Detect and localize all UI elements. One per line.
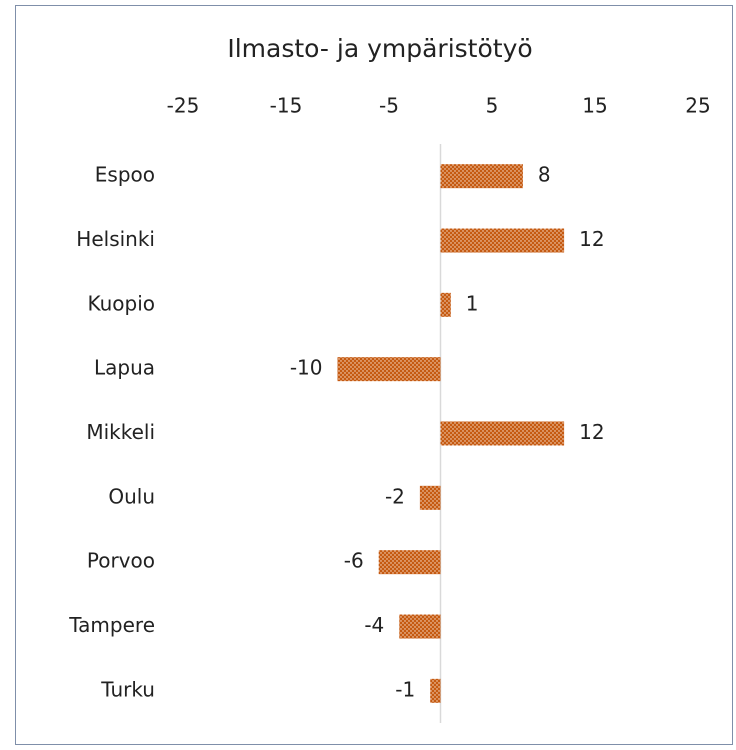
bar [440, 421, 565, 446]
value-label: -1 [395, 677, 415, 701]
bar [337, 357, 441, 382]
chart-title: Ilmasto- ja ympäristötyö [227, 34, 532, 63]
x-tick-label: 15 [582, 94, 607, 118]
bar [430, 678, 441, 703]
y-tick-label: Tampere [68, 613, 155, 637]
y-tick-label: Porvoo [87, 549, 155, 573]
bar [440, 292, 451, 317]
value-label: 12 [579, 420, 604, 444]
y-tick-label: Lapua [94, 356, 155, 380]
x-tick-label: 5 [486, 94, 499, 118]
y-tick-label: Mikkeli [86, 420, 155, 444]
y-tick-label: Espoo [95, 163, 155, 187]
value-label: -6 [344, 549, 364, 573]
x-tick-label: -5 [379, 94, 399, 118]
value-label: 1 [466, 291, 479, 315]
x-tick-label: 25 [685, 94, 710, 118]
bar [440, 164, 523, 189]
bar [378, 550, 441, 575]
y-tick-label: Oulu [108, 484, 155, 508]
value-label: 8 [538, 163, 551, 187]
value-label: -10 [290, 356, 323, 380]
value-label: 12 [579, 227, 604, 251]
y-tick-label: Kuopio [87, 291, 155, 315]
y-tick-label: Turku [100, 677, 155, 701]
bar [399, 614, 441, 639]
value-label: -2 [385, 484, 405, 508]
value-label: -4 [364, 613, 384, 637]
x-tick-label: -15 [270, 94, 303, 118]
bar [419, 485, 441, 510]
x-tick-label: -25 [167, 94, 200, 118]
bar [440, 228, 565, 253]
y-tick-label: Helsinki [76, 227, 155, 251]
